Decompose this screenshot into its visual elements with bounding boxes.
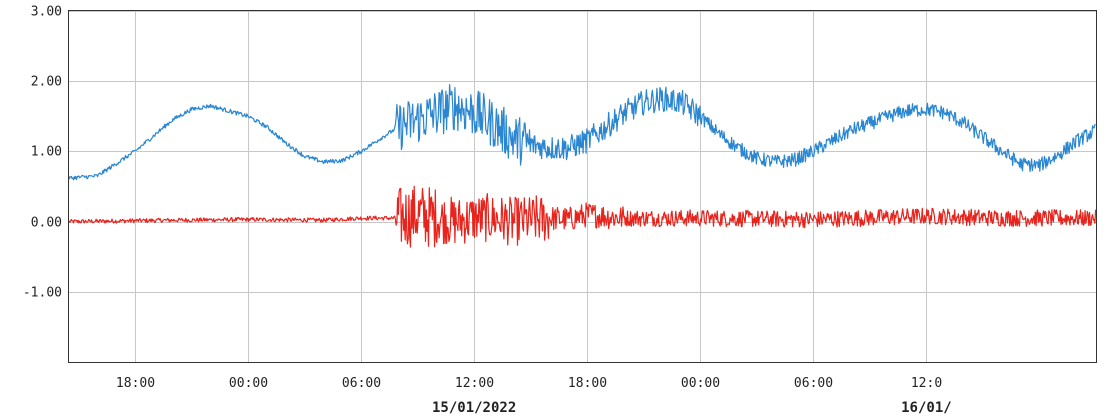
- x-tick-label: 06:00: [342, 376, 381, 391]
- x-tick-label: 00:00: [681, 376, 720, 391]
- series-layer: [69, 84, 1096, 248]
- x-axis: 18:00 00:00 06:00 12:00 18:00 00:00 06:00 12:0: [116, 376, 942, 391]
- date-label: 16/01/: [901, 400, 952, 416]
- y-tick-label: -1.00: [23, 286, 62, 301]
- y-axis: 3.00 2.00 1.00 0.00 -1.00: [23, 5, 62, 301]
- y-tick-label: 0.00: [31, 216, 62, 231]
- x-tick-label: 18:00: [568, 376, 607, 391]
- x-tick-label: 12:0: [911, 376, 942, 391]
- x-tick-label: 00:00: [229, 376, 268, 391]
- y-tick-label: 1.00: [31, 145, 62, 160]
- plot-frame: [68, 10, 1097, 363]
- date-label: 15/01/2022: [432, 400, 516, 416]
- grid: [69, 11, 1096, 362]
- x-tick-label: 06:00: [794, 376, 833, 391]
- blue-series-line: [69, 84, 1096, 181]
- x-tick-label: 18:00: [116, 376, 155, 391]
- y-tick-label: 2.00: [31, 75, 62, 90]
- date-axis: 15/01/2022 16/01/: [432, 400, 952, 416]
- y-tick-label: 3.00: [31, 5, 62, 20]
- red-series-line: [69, 185, 1096, 248]
- x-tick-label: 12:00: [455, 376, 494, 391]
